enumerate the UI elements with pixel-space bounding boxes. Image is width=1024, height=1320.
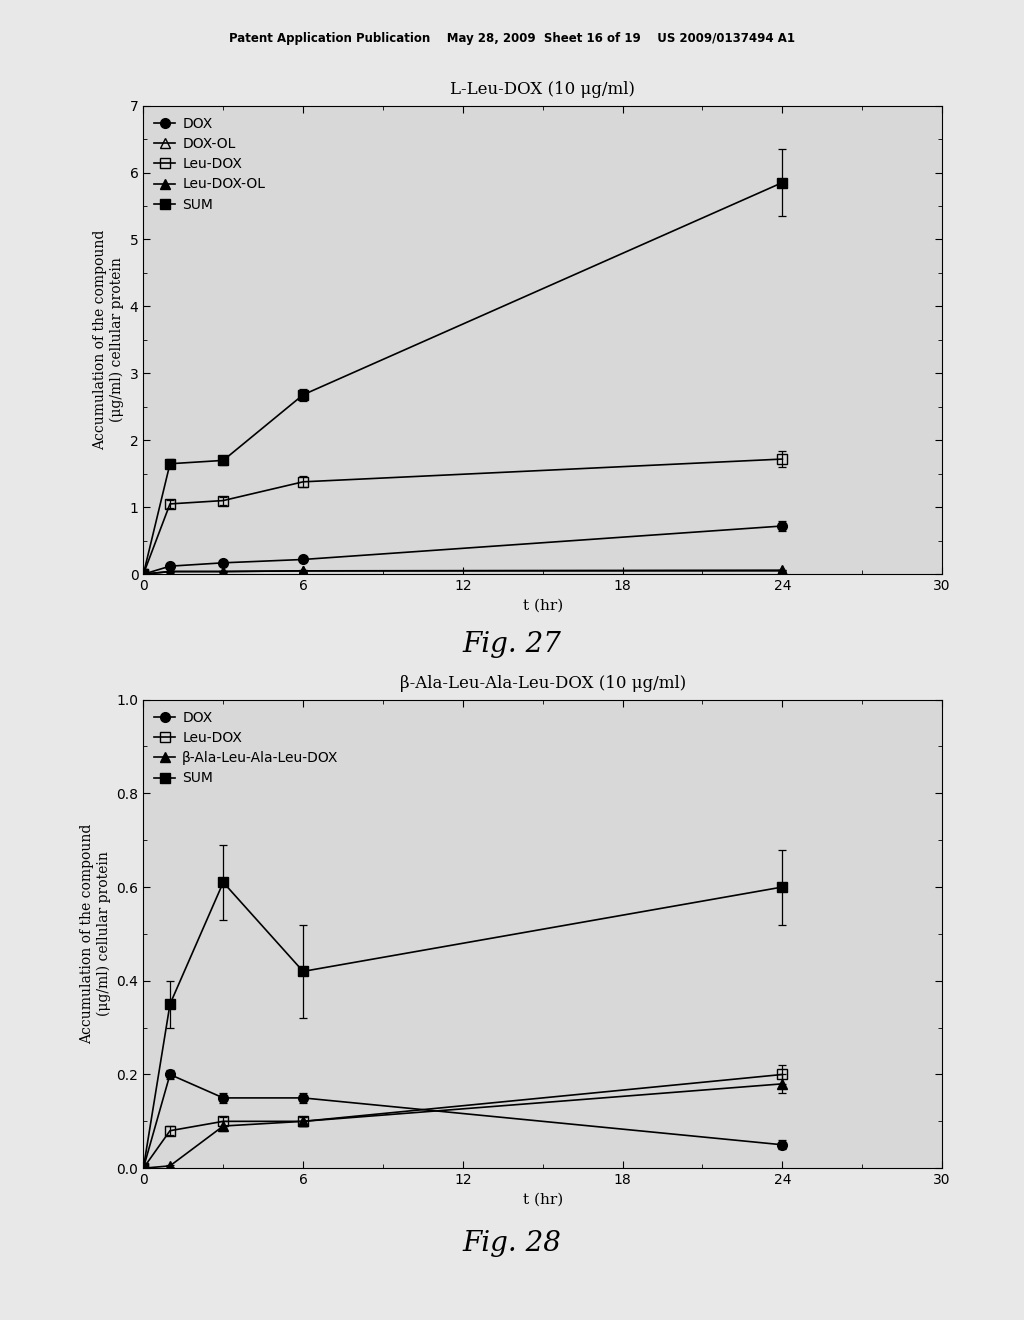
- Text: Fig. 28: Fig. 28: [463, 1230, 561, 1257]
- Legend: DOX, DOX-OL, Leu-DOX, Leu-DOX-OL, SUM: DOX, DOX-OL, Leu-DOX, Leu-DOX-OL, SUM: [151, 112, 269, 216]
- Legend: DOX, Leu-DOX, β-Ala-Leu-Ala-Leu-DOX, SUM: DOX, Leu-DOX, β-Ala-Leu-Ala-Leu-DOX, SUM: [151, 706, 343, 789]
- Text: Patent Application Publication    May 28, 2009  Sheet 16 of 19    US 2009/013749: Patent Application Publication May 28, 2…: [229, 32, 795, 45]
- Y-axis label: Accumulation of the compound
(μg/ml) cellular protein: Accumulation of the compound (μg/ml) cel…: [80, 824, 111, 1044]
- Title: L-Leu-DOX (10 μg/ml): L-Leu-DOX (10 μg/ml): [451, 82, 635, 99]
- Title: β-Ala-Leu-Ala-Leu-DOX (10 μg/ml): β-Ala-Leu-Ala-Leu-DOX (10 μg/ml): [399, 676, 686, 693]
- X-axis label: t (hr): t (hr): [522, 1192, 563, 1206]
- Text: Fig. 27: Fig. 27: [463, 631, 561, 657]
- Y-axis label: Accumulation of the compound
(μg/ml) cellular protein: Accumulation of the compound (μg/ml) cel…: [93, 230, 124, 450]
- X-axis label: t (hr): t (hr): [522, 598, 563, 612]
